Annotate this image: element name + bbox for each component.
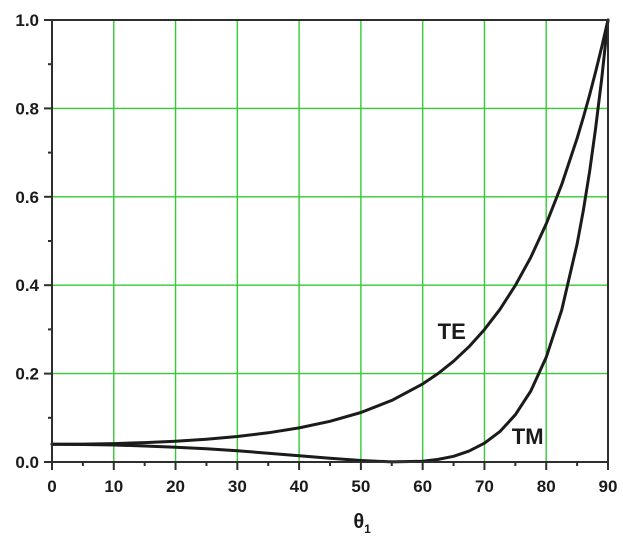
x-tick-label: 90 <box>599 477 618 496</box>
te-curve <box>50 18 610 446</box>
x-tick-label: 40 <box>290 477 309 496</box>
tm-curve-label: TM <box>512 424 544 449</box>
tm-curve <box>50 18 610 464</box>
x-tick-label: 60 <box>413 477 432 496</box>
x-tick-label: 50 <box>351 477 370 496</box>
y-tick-label: 1.0 <box>15 11 39 30</box>
te-curve-label: TE <box>438 319 466 344</box>
x-tick-label: 10 <box>104 477 123 496</box>
y-tick-label: 0.8 <box>15 99 39 118</box>
x-tick-label: 0 <box>47 477 56 496</box>
x-tick-label: 80 <box>537 477 556 496</box>
y-tick-label: 0.6 <box>15 188 39 207</box>
y-tick-label: 0.0 <box>15 453 39 472</box>
x-tick-label: 20 <box>166 477 185 496</box>
x-axis-label: θ1 <box>353 511 371 536</box>
y-tick-label: 0.2 <box>15 365 39 384</box>
x-tick-label: 30 <box>228 477 247 496</box>
y-tick-label: 0.4 <box>15 276 39 295</box>
x-tick-label: 70 <box>475 477 494 496</box>
